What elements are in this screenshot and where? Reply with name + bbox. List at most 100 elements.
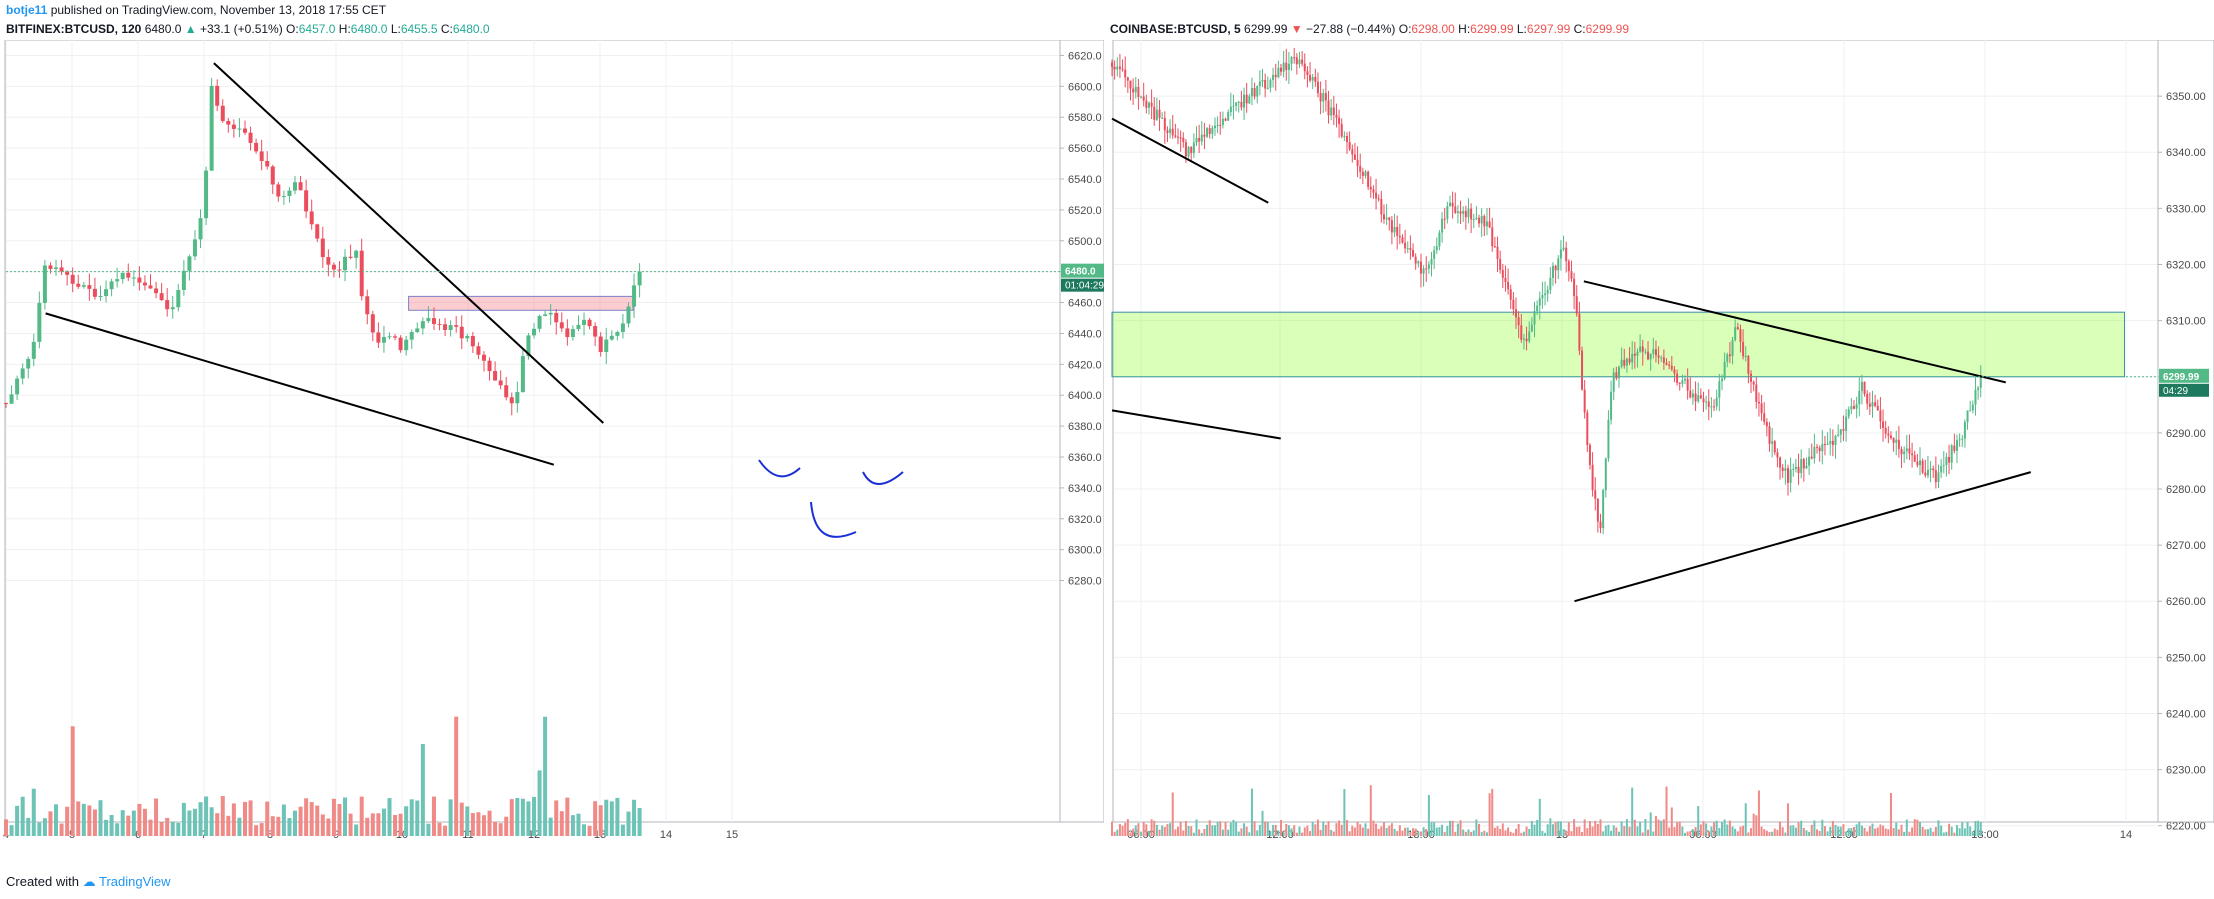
candle-body [1111,62,1113,67]
volume-bar [1723,819,1726,836]
candle-body [1863,381,1866,394]
volume-bar [1488,793,1491,836]
candle-body [381,336,386,343]
candle-body [87,285,92,289]
candle-body [1813,446,1816,459]
candle-body [1401,237,1404,243]
volume-bar [1670,807,1673,836]
volume-bar [1348,831,1351,836]
left-open: 6457.0 [298,22,336,36]
price-label: 6299.99 [2163,372,2200,383]
volume-bar [1911,827,1914,836]
volume-bar [1187,825,1190,836]
candle-body [1810,456,1813,459]
volume-bar [1182,830,1185,836]
volume-bar [1504,830,1507,836]
candle-body [54,267,59,269]
volume-bar [1699,824,1702,836]
volume-bar [1536,819,1539,836]
candle-body [1206,128,1209,137]
left-chart[interactable]: 6620.0 6600.0 6580.0 6560.0 6540.0 6520.0 6500… [0,40,1104,862]
volume-bar [1897,829,1900,836]
volume-bar [37,822,42,836]
volume-bar [1853,826,1856,836]
volume-bar [1641,832,1644,836]
countdown-label: 01:04:29 [1065,281,1104,292]
volume-bar [281,804,286,836]
author-link[interactable]: botje11 [6,3,48,17]
candle-body [1232,105,1235,107]
candle-body [1467,208,1470,218]
candle-body [1464,210,1467,218]
volume-bar [1245,826,1248,836]
candle-body [1504,277,1507,282]
volume-bar [1702,821,1705,836]
volume-bar [1346,820,1349,836]
created-with-text: Created with [6,874,79,889]
volume-bar [1916,819,1919,836]
candle-body [1414,256,1417,264]
candle-body [343,256,348,271]
candle-body [1390,220,1393,233]
candle-body [1192,142,1195,154]
candle-body [1417,261,1420,264]
y-tick-label: 6320.00 [2166,259,2206,271]
candle-body [70,274,75,284]
left-symbol[interactable]: BITFINEX:BTCUSD, 120 [6,22,142,36]
candle-body [1346,136,1349,143]
candle-body [1559,249,1562,259]
candle-body [1515,309,1518,318]
volume-bar [587,825,592,836]
candle-body [1900,449,1903,455]
volume-bar [1837,826,1840,836]
up-arrow-icon: ▲ [184,22,197,36]
volume-bar [1707,831,1710,836]
x-tick-label: 14 [660,829,672,841]
volume-bar [1639,821,1642,836]
volume-bar [1668,827,1671,836]
candle-body [1805,465,1808,469]
candle-body [1541,295,1544,299]
candle-body [1660,357,1663,359]
volume-bar [1681,826,1684,836]
volume-bar [181,802,186,836]
volume-bar [1208,820,1211,836]
candle-body [1155,109,1158,120]
volume-bar [1322,821,1325,836]
volume-bar [1522,831,1525,836]
volume-bar [1406,827,1409,836]
volume-bar [520,798,525,836]
y-tick-label: 6380.0 [1068,421,1102,433]
volume-bar [1367,828,1370,836]
candle-body [131,277,136,279]
volume-bar [1876,827,1879,836]
volume-bar [1198,829,1201,836]
volume-bar [1351,825,1354,836]
candle-body [76,283,81,287]
volume-bar [1689,831,1692,836]
candle-body [465,335,470,339]
candle-body [448,325,453,330]
candle-body [315,224,320,239]
candle-body [365,296,370,315]
volume-bar [1169,823,1172,836]
volume-bar [454,716,459,836]
volume-bar [431,796,436,836]
volume-bar [1533,824,1536,836]
candle-body [1963,422,1966,439]
candle-body [1895,439,1898,443]
right-symbol[interactable]: COINBASE:BTCUSD, 5 [1110,22,1241,36]
tradingview-link[interactable]: TradingView [99,874,171,889]
candle-body [1512,299,1515,310]
candle-body [1142,96,1145,101]
candle-body [1364,171,1367,176]
candle-body [1330,107,1333,116]
candle-body [1446,206,1449,219]
candle-body [1652,349,1655,354]
right-chart[interactable]: 6350.006340.006330.006320.006310.006300.… [1108,40,2214,862]
volume-bar [1240,828,1243,836]
candle-body [1633,353,1636,356]
candle-body [1557,258,1560,271]
volume-bar [604,799,609,836]
candle-body [109,281,114,290]
